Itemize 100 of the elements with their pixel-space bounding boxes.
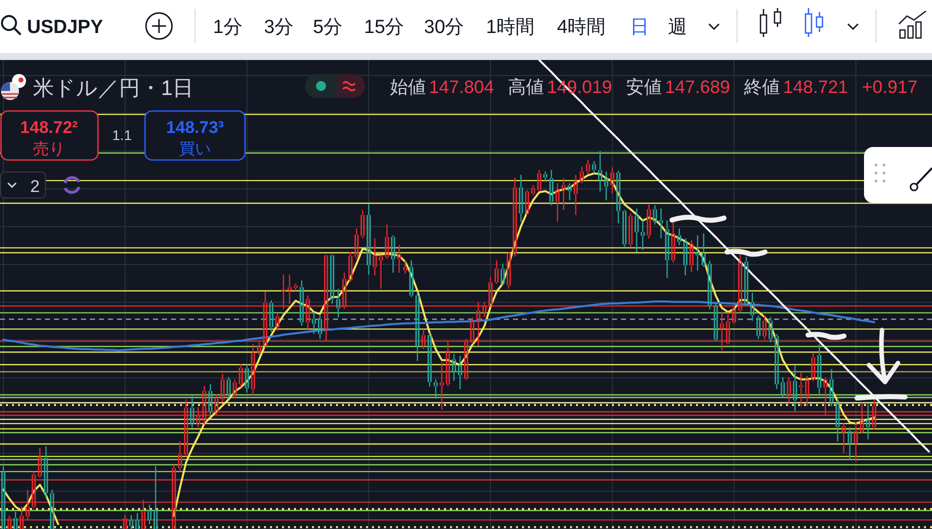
candlestick: [129, 515, 134, 529]
candlestick: [26, 490, 30, 520]
candlestick: [141, 500, 146, 529]
candlestick: [440, 362, 444, 410]
candlestick: [665, 220, 670, 278]
candlestick: [250, 344, 256, 396]
candlestick: [190, 396, 194, 428]
candlestick: [226, 377, 231, 398]
candlestick: [214, 394, 219, 414]
candlestick: [506, 252, 511, 289]
candlestick: [32, 472, 36, 508]
text: 4時間: [557, 17, 606, 38]
text: 週: [668, 17, 687, 38]
candlestick: [512, 178, 517, 257]
candlestick: [7, 516, 12, 529]
candlestick: [318, 315, 322, 339]
candlestick: [562, 178, 566, 210]
candlestick: [281, 274, 286, 310]
candlestick: [184, 399, 188, 456]
candlestick: [269, 300, 274, 332]
candlestick: [671, 222, 676, 263]
text: 安値: [626, 77, 662, 97]
candlestick: [708, 260, 712, 310]
text: 3分: [264, 17, 294, 38]
candlestick: [792, 366, 798, 412]
candlestick: [372, 238, 377, 276]
candlestick: [658, 208, 664, 238]
candlestick: [842, 422, 846, 454]
candlestick: [568, 183, 572, 200]
candlestick: [178, 441, 182, 472]
candlestick: [135, 513, 140, 529]
chart-title: USDJPY: [27, 17, 104, 38]
candlestick: [403, 260, 408, 274]
candlestick: [354, 228, 359, 259]
annotation: 売り: [33, 140, 65, 158]
candlestick: [683, 238, 688, 276]
candlestick: [622, 210, 627, 247]
candlestick: [263, 292, 268, 348]
text: 148.721: [783, 77, 848, 97]
candlestick: [342, 272, 346, 310]
candlestick: [287, 274, 292, 304]
candlestick: [500, 264, 505, 286]
candlestick: [391, 235, 396, 273]
text: 147.689: [665, 77, 730, 97]
candlestick: [38, 448, 42, 478]
candlestick: [860, 402, 864, 434]
candlestick: [555, 183, 560, 222]
candlestick: [574, 174, 578, 215]
candlestick: [616, 170, 620, 224]
candlestick: [610, 167, 614, 194]
candlestick: [324, 254, 328, 341]
candlestick: [640, 220, 645, 250]
candlestick: [488, 276, 493, 307]
candlestick: [799, 372, 804, 406]
candlestick: [44, 446, 48, 498]
candlestick: [446, 342, 450, 386]
candlestick: [848, 427, 852, 460]
candlestick: [872, 399, 876, 430]
candlestick: [13, 512, 18, 529]
candlestick: [384, 224, 390, 259]
candlestick: [452, 354, 456, 381]
candlestick: [1, 466, 6, 529]
candlestick: [817, 344, 822, 396]
candlestick: [604, 171, 608, 200]
candlestick: [823, 377, 828, 416]
candlestick: [634, 208, 639, 252]
text: 高値: [508, 77, 544, 97]
text: 15分: [364, 17, 404, 38]
text: 1分: [213, 17, 243, 38]
annotation: 2: [30, 177, 40, 196]
candlestick: [348, 252, 353, 282]
candlestick: [409, 260, 414, 297]
candlestick: [811, 352, 816, 382]
candlestick: [695, 235, 700, 270]
text: 147.804: [429, 77, 494, 97]
text: 148.72²: [20, 118, 78, 137]
candlestick: [494, 260, 499, 284]
candlestick: [458, 356, 462, 390]
candlestick: [805, 376, 810, 406]
candlestick: [768, 317, 773, 342]
candlestick: [518, 174, 524, 222]
candlestick: [720, 312, 724, 350]
candlestick: [330, 254, 334, 304]
chart-subtitle: 米ドル／円・1日: [33, 77, 194, 100]
candlestick: [702, 233, 706, 267]
candlestick: [689, 240, 694, 272]
candlestick: [232, 379, 237, 398]
text: 30分: [424, 17, 464, 38]
candlestick: [866, 404, 870, 440]
candlestick: [836, 399, 840, 442]
candlestick: [123, 515, 128, 529]
candlestick: [154, 466, 158, 529]
candlestick: [714, 304, 718, 341]
text: 1.1: [112, 127, 132, 143]
candlestick: [677, 228, 682, 246]
candlestick: [294, 284, 298, 291]
candlestick: [238, 364, 243, 388]
text: 日: [630, 17, 649, 38]
candlestick: [482, 302, 486, 317]
candlestick: [50, 490, 54, 529]
